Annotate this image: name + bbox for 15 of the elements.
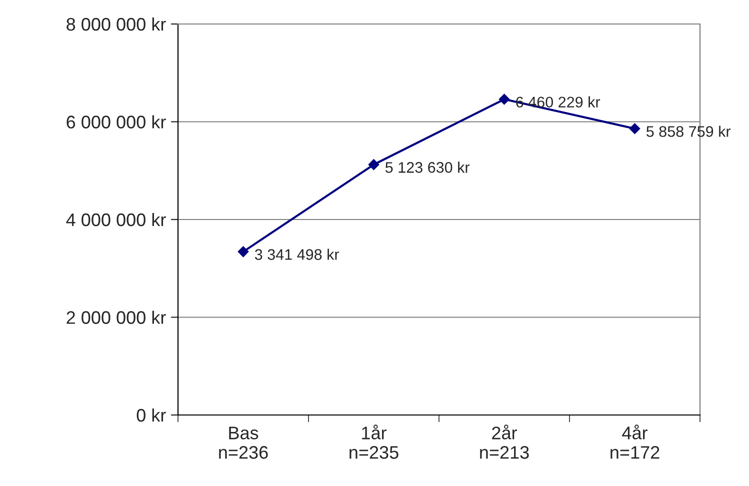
y-tick-label: 6 000 000 kr — [66, 115, 166, 128]
point — [238, 246, 249, 258]
data-label: 5 123 630 kr — [385, 162, 470, 173]
point — [629, 123, 640, 134]
x-tick-label: Bas n=236 — [219, 426, 268, 459]
y-tick-label: 2 000 000 kr — [66, 310, 166, 324]
y-tick-label: 4 000 000 kr — [66, 212, 166, 226]
point — [498, 94, 510, 105]
x-tick-label: 2år n=213 — [480, 424, 529, 459]
data-label: 3 341 498 kr — [254, 248, 340, 260]
y-tick-label: 0 kr — [136, 408, 166, 422]
x-tick-label: 1år n=235 — [350, 424, 398, 459]
x-tick-label: 4år n=172 — [610, 424, 660, 459]
y-tick-label: 8 000 000 kr — [66, 17, 166, 31]
point — [368, 159, 380, 170]
